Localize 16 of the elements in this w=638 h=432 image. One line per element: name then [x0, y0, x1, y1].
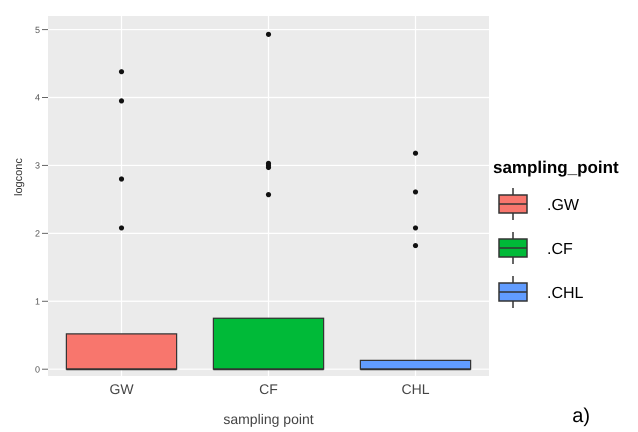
text: a) — [572, 405, 590, 428]
y-tick-label: 1 — [34, 296, 40, 306]
y-tick-label: 5 — [34, 24, 40, 35]
y-axis-title: logconc — [12, 158, 25, 196]
y-tick-label: 0 — [34, 364, 40, 374]
x-tick-label: CHL — [401, 380, 430, 397]
x-tick-label: GW — [109, 380, 134, 397]
x-axis-title: sampling point — [223, 411, 314, 427]
y-tick-label: 3 — [34, 160, 40, 171]
legend-label: .CHL — [547, 285, 584, 303]
legend-label: .CF — [547, 241, 573, 259]
y-tick-label: 4 — [34, 92, 40, 103]
y-tick-label: 2 — [34, 228, 40, 239]
x-tick-label: CF — [259, 380, 278, 397]
legend-label: .GW — [547, 197, 579, 215]
legend-title: sampling_point — [493, 158, 619, 178]
